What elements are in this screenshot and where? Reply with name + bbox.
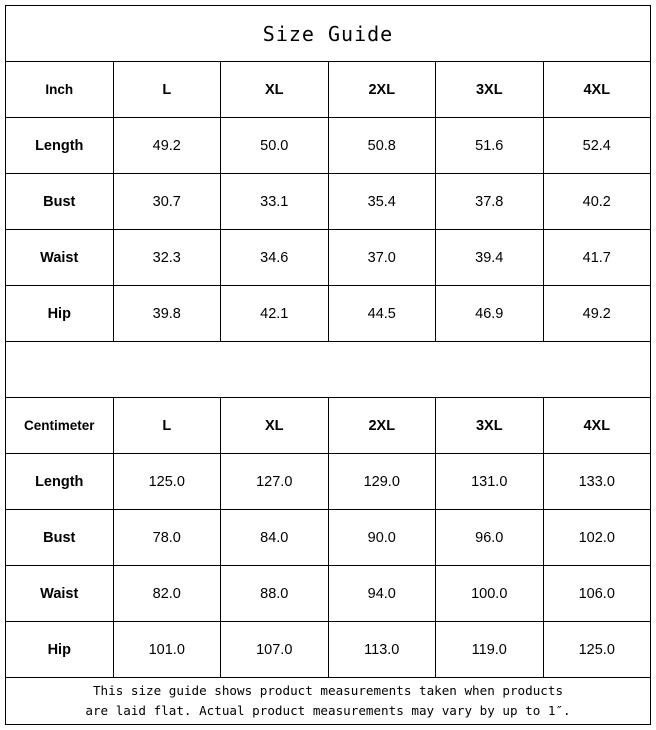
centimeter-bust-l: 78.0 [114,510,221,565]
inch-length-4xl: 52.4 [582,137,611,154]
centimeter-unit-header: Centimeter [6,398,114,453]
centimeter-row-label-hip: Hip [6,622,114,677]
table-row: Hip 101.0 107.0 113.0 119.0 125.0 [6,622,650,678]
inch-bust-3xl: 37.8 [436,174,544,229]
inch-waist-xl: 34.6 [221,230,329,285]
inch-row-label-length: Length [6,118,114,173]
inch-length-2xl: 50.8 [329,118,436,173]
inch-waist-l: 32.3 [114,230,221,285]
centimeter-hip-l: 101.0 [114,622,221,677]
disclaimer-line-1: This size guide shows product measuremen… [92,683,564,698]
centimeter-column-header-l: L [114,398,221,453]
centimeter-row-label-bust: Bust [6,510,114,565]
centimeter-waist-4xl: 106.0 [578,585,615,602]
centimeter-bust-xl: 84.0 [221,510,329,565]
inch-length-xl: 50.0 [221,118,329,173]
table-separator-row [6,342,650,398]
inch-length-l: 49.2 [114,118,221,173]
centimeter-bust-3xl: 96.0 [436,510,544,565]
inch-unit-header: Inch [6,62,114,117]
inch-hip-xl: 42.1 [221,286,329,341]
centimeter-waist-2xl: 94.0 [329,566,436,621]
centimeter-waist-3xl: 100.0 [436,566,544,621]
disclaimer-line-2: are laid flat. Actual product measuremen… [85,703,571,718]
inch-column-header-2xl: 2XL [329,62,436,117]
table-row: Hip 39.8 42.1 44.5 46.9 49.2 [6,286,650,342]
inch-waist-3xl: 39.4 [436,230,544,285]
inch-bust-xl: 33.1 [221,174,329,229]
centimeter-column-header-2xl: 2XL [329,398,436,453]
centimeter-bust-4xl: 102.0 [578,529,615,546]
inch-row-label-bust: Bust [6,174,114,229]
centimeter-header-row: Centimeter L XL 2XL 3XL 4XL [6,398,650,454]
inch-hip-3xl: 46.9 [436,286,544,341]
centimeter-column-header-4xl: 4XL [583,417,611,434]
centimeter-length-xl: 127.0 [221,454,329,509]
centimeter-hip-2xl: 113.0 [329,622,436,677]
inch-bust-4xl: 40.2 [582,193,611,210]
inch-waist-2xl: 37.0 [329,230,436,285]
size-guide-title-row: Size Guide [6,6,650,62]
inch-bust-l: 30.7 [114,174,221,229]
table-row: Length 125.0 127.0 129.0 131.0 133.0 [6,454,650,510]
inch-hip-2xl: 44.5 [329,286,436,341]
page-title: Size Guide [262,21,394,46]
inch-length-3xl: 51.6 [436,118,544,173]
table-row: Bust 78.0 84.0 90.0 96.0 102.0 [6,510,650,566]
centimeter-length-3xl: 131.0 [436,454,544,509]
centimeter-length-l: 125.0 [114,454,221,509]
centimeter-waist-l: 82.0 [114,566,221,621]
inch-header-row: Inch L XL 2XL 3XL 4XL [6,62,650,118]
inch-row-label-waist: Waist [6,230,114,285]
centimeter-row-label-waist: Waist [6,566,114,621]
centimeter-row-label-length: Length [6,454,114,509]
size-guide-table: Size Guide Inch L XL 2XL 3XL 4XL Length … [5,5,651,725]
table-row: Waist 82.0 88.0 94.0 100.0 106.0 [6,566,650,622]
centimeter-column-header-3xl: 3XL [436,398,544,453]
inch-bust-2xl: 35.4 [329,174,436,229]
inch-column-header-3xl: 3XL [436,62,544,117]
inch-hip-4xl: 49.2 [582,305,611,322]
inch-column-header-4xl: 4XL [583,81,611,98]
centimeter-length-4xl: 133.0 [578,473,615,490]
table-row: Bust 30.7 33.1 35.4 37.8 40.2 [6,174,650,230]
centimeter-bust-2xl: 90.0 [329,510,436,565]
table-row: Length 49.2 50.0 50.8 51.6 52.4 [6,118,650,174]
centimeter-hip-3xl: 119.0 [436,622,544,677]
inch-column-header-l: L [114,62,221,117]
centimeter-column-header-xl: XL [221,398,329,453]
table-row: Waist 32.3 34.6 37.0 39.4 41.7 [6,230,650,286]
inch-waist-4xl: 41.7 [582,249,611,266]
centimeter-hip-xl: 107.0 [221,622,329,677]
inch-row-label-hip: Hip [6,286,114,341]
centimeter-waist-xl: 88.0 [221,566,329,621]
size-guide-disclaimer: This size guide shows product measuremen… [6,678,650,724]
centimeter-hip-4xl: 125.0 [578,641,615,658]
inch-column-header-xl: XL [221,62,329,117]
inch-hip-l: 39.8 [114,286,221,341]
centimeter-length-2xl: 129.0 [329,454,436,509]
